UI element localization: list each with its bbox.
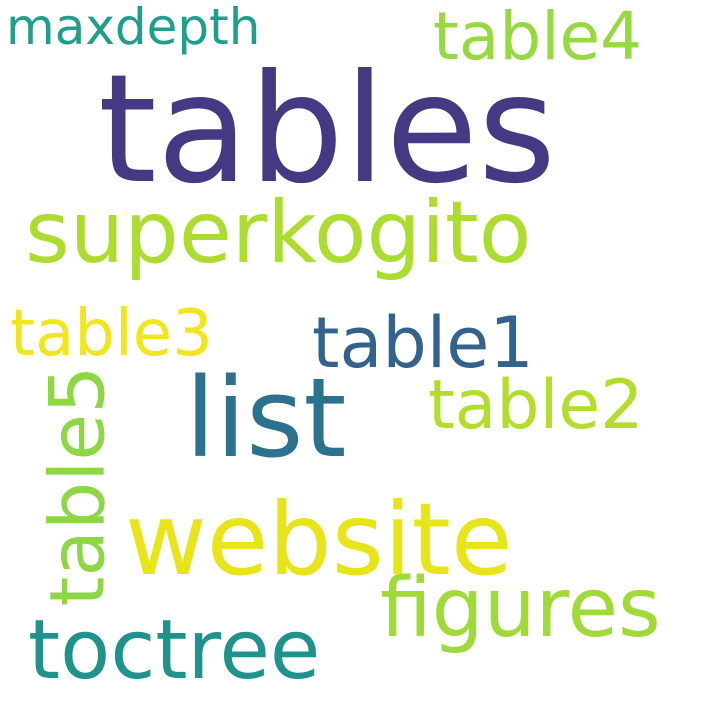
word-figures: figures bbox=[380, 561, 661, 656]
word-website: website bbox=[125, 481, 513, 598]
word-table4: table4 bbox=[433, 0, 643, 75]
word-maxdepth: maxdepth bbox=[6, 0, 261, 56]
word-list: list bbox=[185, 354, 347, 482]
word-superkogito: superkogito bbox=[25, 183, 532, 283]
word-table5: table5 bbox=[32, 365, 122, 607]
word-table1: table1 bbox=[312, 302, 534, 384]
word-toctree: toctree bbox=[28, 603, 321, 698]
word-table2: table2 bbox=[428, 366, 644, 445]
word-tables: tables bbox=[98, 43, 557, 217]
word-table3: table3 bbox=[10, 297, 213, 371]
